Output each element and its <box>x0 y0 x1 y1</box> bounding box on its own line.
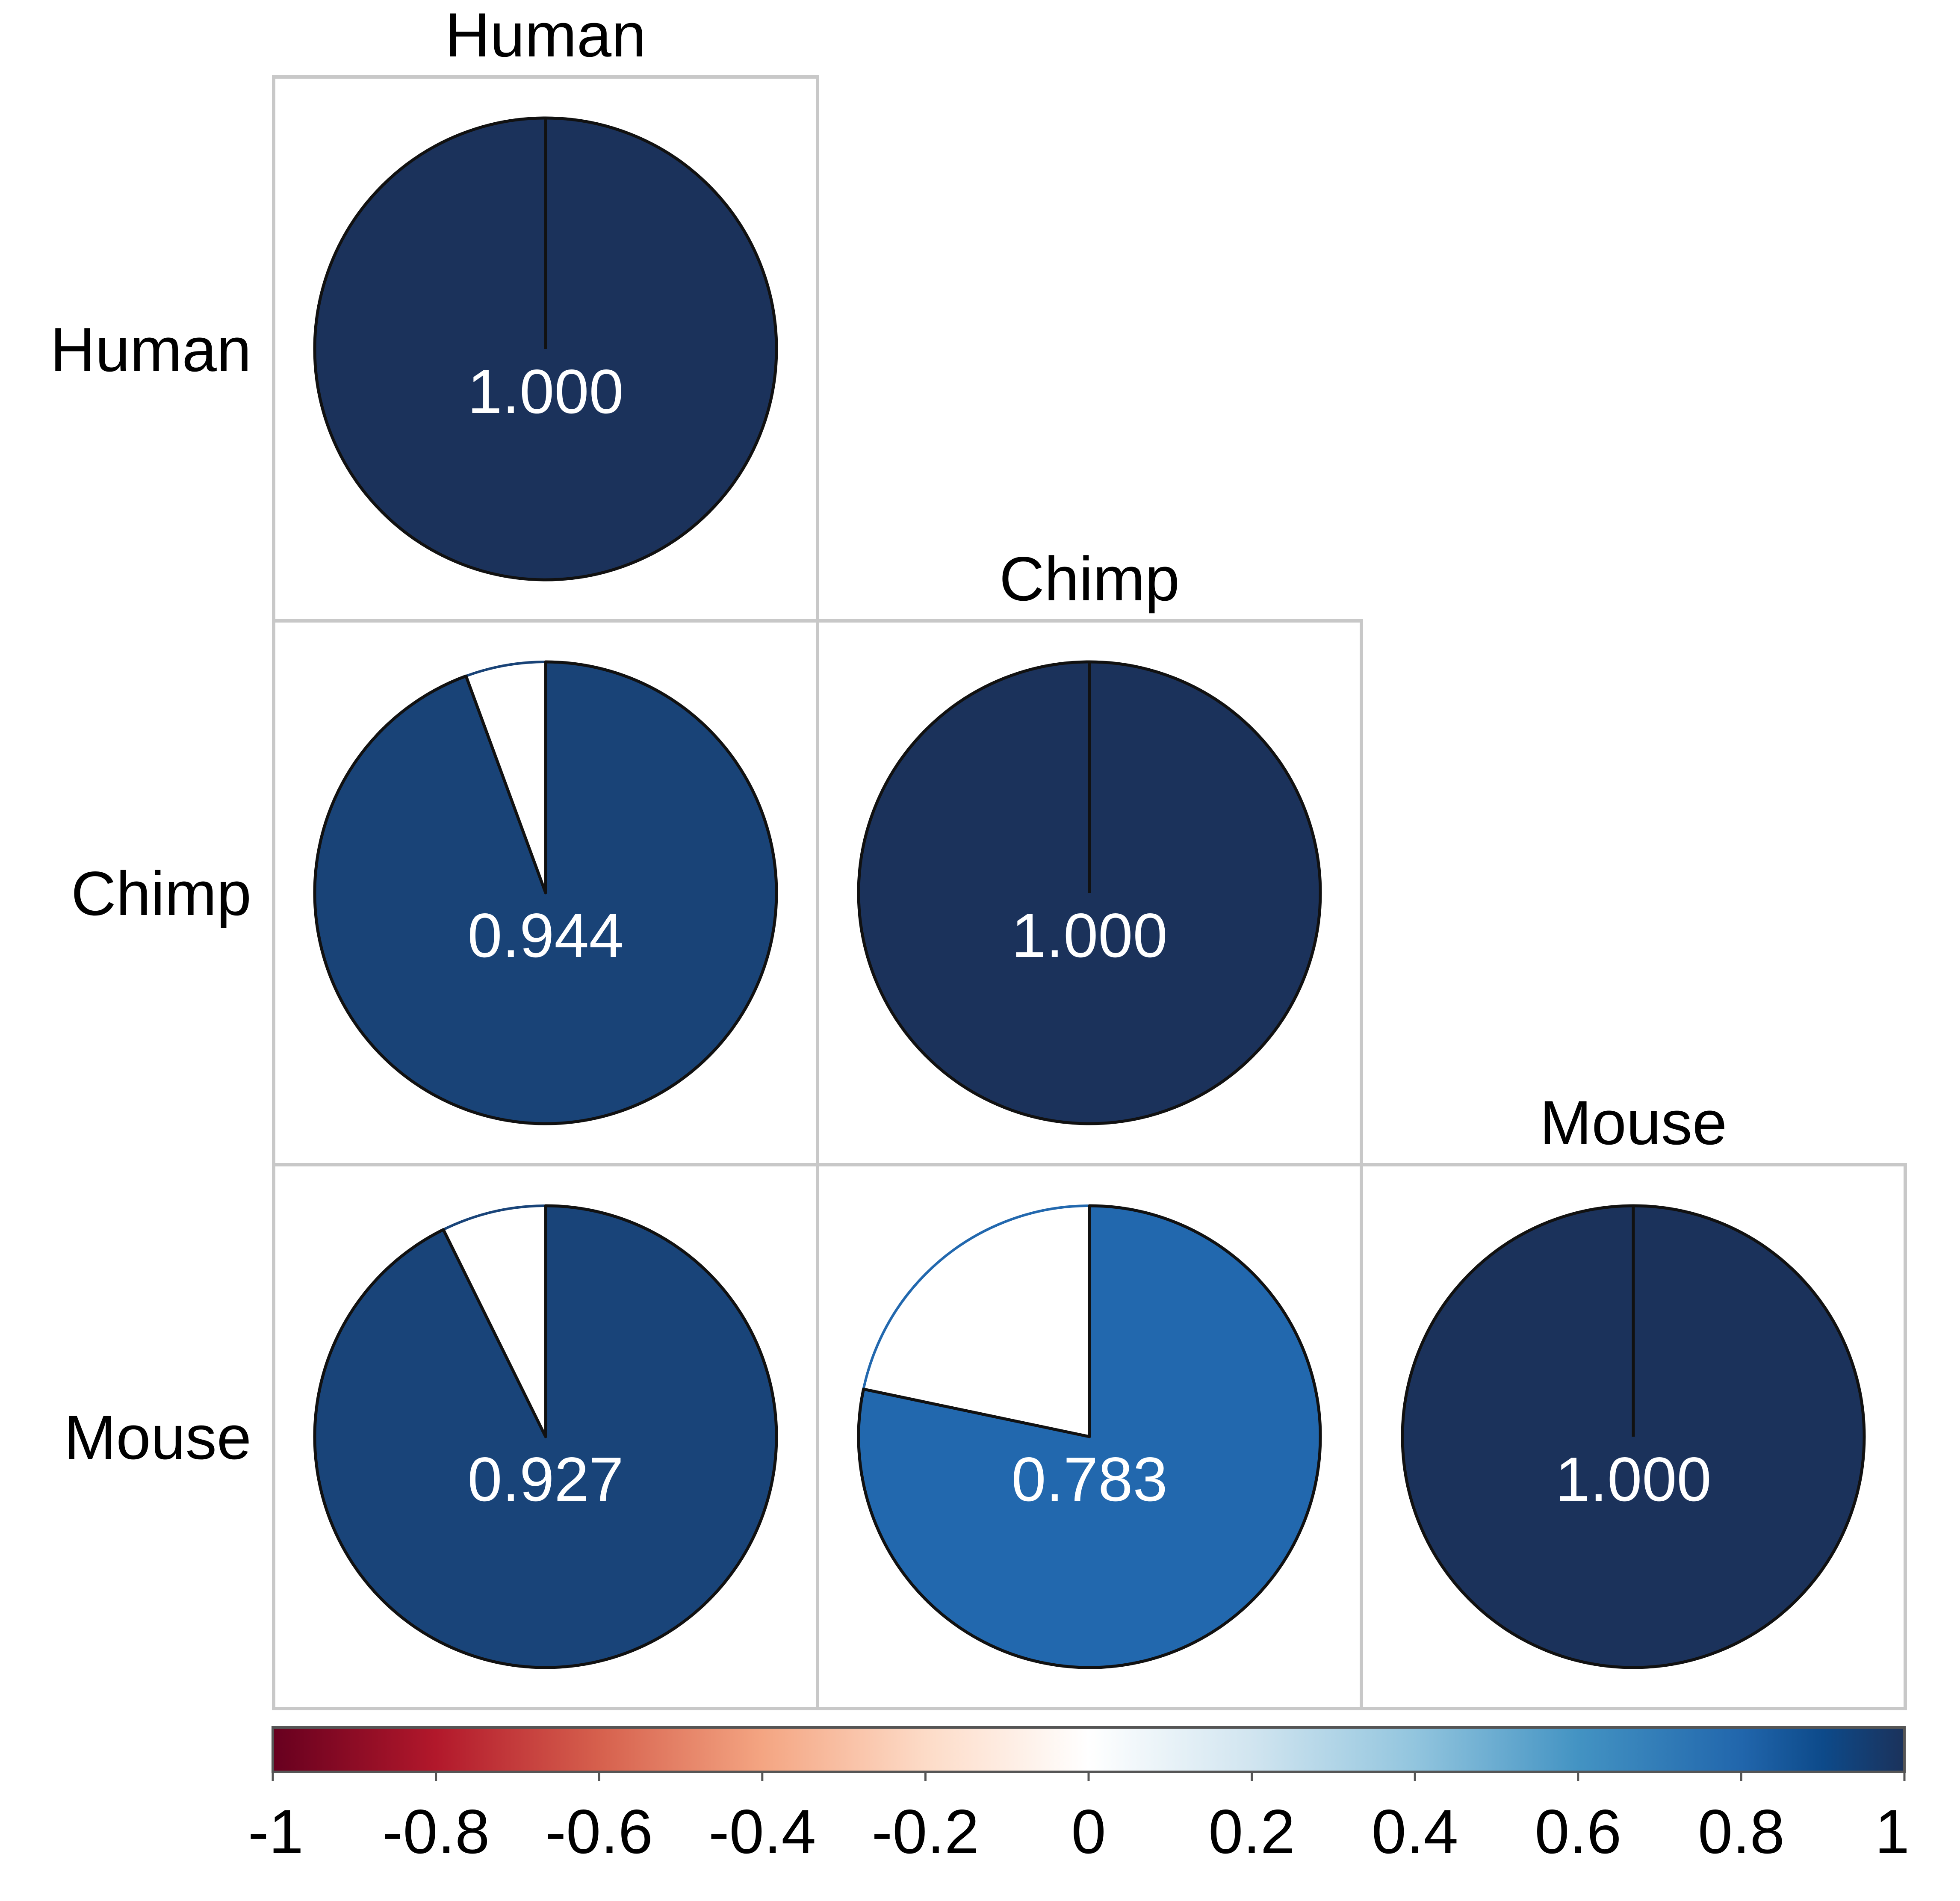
label-layer: Human Chimp Mouse Human Chimp Mouse <box>50 0 1727 1472</box>
colorbar-tick-label: -1 <box>248 1797 304 1866</box>
grid-layer <box>272 75 1907 1710</box>
value-label: 1.000 <box>1011 900 1167 970</box>
pie-layer: 1.000 0.944 1.000 0.927 0.783 1.000 <box>313 116 1866 1669</box>
row-label-human: Human <box>50 315 251 384</box>
pie-chimp-human: 0.944 <box>313 660 778 1125</box>
pie-mouse-chimp: 0.783 <box>857 1204 1322 1669</box>
colorbar-tick-label: 0.8 <box>1698 1797 1785 1866</box>
colorbar-tick-label: -0.2 <box>872 1797 980 1866</box>
cell-box-mouse-mouse <box>1360 1163 1907 1710</box>
column-label-mouse: Mouse <box>1540 1088 1727 1157</box>
colorbar-tick-label: -0.8 <box>382 1797 490 1866</box>
pie-mouse-human: 0.927 <box>313 1204 778 1669</box>
colorbar-tick-label: -0.4 <box>708 1797 816 1866</box>
colorbar-tick-label: 0 <box>1071 1797 1106 1866</box>
value-label: 0.783 <box>1011 1444 1167 1514</box>
colorbar-tick-label: 1 <box>1875 1797 1910 1866</box>
value-label: 1.000 <box>467 357 623 426</box>
column-label-chimp: Chimp <box>999 544 1180 614</box>
colorbar: -1 -0.8 -0.6 -0.4 -0.2 0 0.2 0.4 0.6 0.8 1 <box>248 1726 1910 1866</box>
pie-slice <box>313 660 778 1125</box>
column-label-human: Human <box>445 0 646 70</box>
pie-slice <box>857 1204 1322 1669</box>
colorbar-tick-label: -0.6 <box>545 1797 653 1866</box>
value-label: 0.927 <box>467 1444 623 1514</box>
colorbar-bar <box>272 1726 1906 1773</box>
pie-human-human: 1.000 <box>313 116 778 582</box>
value-label: 0.944 <box>467 900 623 970</box>
colorbar-tick-label: 0.2 <box>1208 1797 1295 1866</box>
row-label-chimp: Chimp <box>71 859 251 928</box>
value-label: 1.000 <box>1555 1444 1711 1514</box>
row-label-mouse: Mouse <box>64 1402 251 1472</box>
pie-mouse-mouse: 1.000 <box>1401 1204 1866 1669</box>
pie-chimp-chimp: 1.000 <box>857 660 1322 1125</box>
pie-slice <box>313 1204 778 1669</box>
colorbar-tick-label: 0.4 <box>1372 1797 1458 1866</box>
colorbar-tick-label: 0.6 <box>1535 1797 1621 1866</box>
